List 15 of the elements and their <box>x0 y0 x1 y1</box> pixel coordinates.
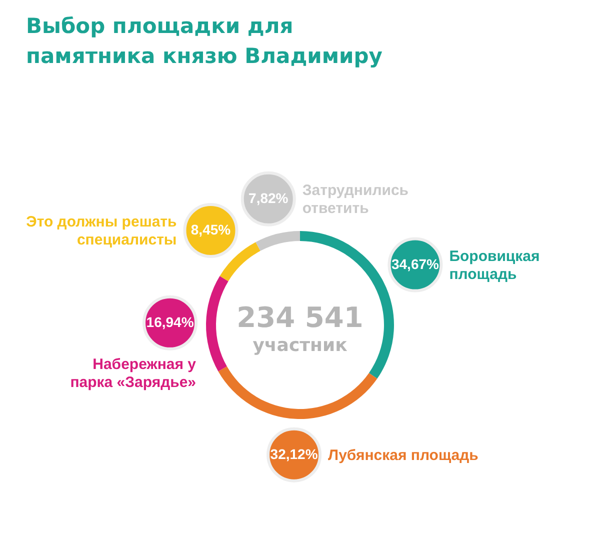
data-label: 32,12% <box>270 446 318 462</box>
slice-label: Это должны решать специалисты <box>26 213 177 248</box>
slice-label: Боровицкая площадь <box>449 248 540 283</box>
slice-label: Лубянская площадь <box>328 446 478 464</box>
donut-slice <box>206 276 228 372</box>
data-label: 16,94% <box>146 314 194 330</box>
text: участник <box>252 335 348 356</box>
chart-title: Выбор площадки для памятника князю Владимиру <box>26 14 383 68</box>
data-label: 8,45% <box>190 221 232 238</box>
donut-slice <box>256 231 300 251</box>
slice-label: Набережная у парка «Зарядье» <box>70 356 197 391</box>
text: 234 541 <box>236 301 364 334</box>
donut-slice <box>220 242 260 282</box>
donut-slice <box>218 366 378 419</box>
data-label: 34,67% <box>391 256 440 272</box>
